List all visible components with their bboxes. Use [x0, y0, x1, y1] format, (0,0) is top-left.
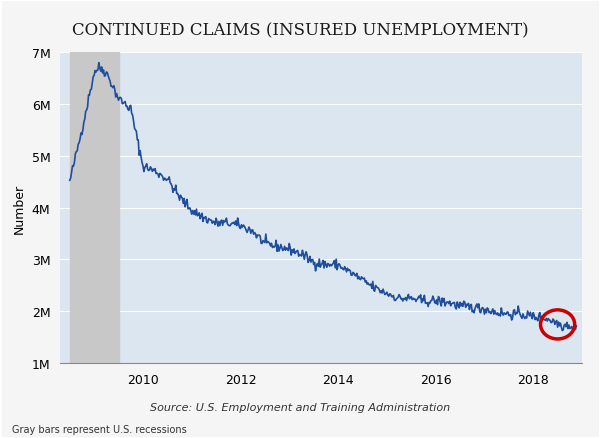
Bar — [70, 53, 119, 364]
Text: Source: U.S. Employment and Training Administration: Source: U.S. Employment and Training Adm… — [150, 403, 450, 412]
Text: Gray bars represent U.S. recessions: Gray bars represent U.S. recessions — [12, 424, 187, 434]
Text: CONTINUED CLAIMS (INSURED UNEMPLOYMENT): CONTINUED CLAIMS (INSURED UNEMPLOYMENT) — [71, 22, 529, 39]
Y-axis label: Number: Number — [13, 183, 26, 233]
